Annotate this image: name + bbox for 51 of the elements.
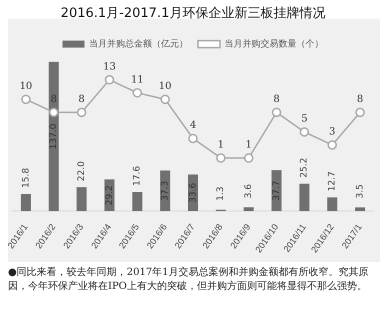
legend-label: 当月并购总金额（亿元） [89, 38, 188, 49]
point [300, 127, 310, 137]
data-label: 8 [356, 94, 364, 105]
point [327, 140, 337, 150]
data-label: 33.6 [188, 182, 198, 203]
data-label: 4 [190, 120, 196, 132]
legend-label: 当月并购交易数量（个） [224, 38, 324, 49]
point [21, 94, 31, 104]
data-label: 3.5 [355, 184, 366, 199]
data-label: 1 [246, 140, 252, 151]
data-label: 15.8 [21, 168, 32, 188]
bar [76, 187, 87, 212]
data-label: 10 [20, 80, 32, 92]
data-label: 3.6 [244, 184, 254, 198]
data-label: 17.6 [132, 166, 143, 186]
data-label: 8 [50, 94, 57, 105]
bar [355, 207, 366, 212]
data-label: 8 [78, 94, 85, 105]
bar [327, 197, 338, 212]
bar [244, 207, 254, 212]
chart-title: 2016.1月-2017.1月环保企业新三板挂牌情况 [60, 6, 326, 22]
point [49, 108, 59, 118]
data-label: 1.3 [216, 186, 226, 201]
point [104, 75, 114, 85]
data-label: 22.0 [76, 160, 87, 182]
text: ●同比来看，较去年同期，2017年1月交易总案例和并购金额都有所收窄。究其原因，今年环保产业将在IPO上有大的突破，但并购方面则可能将显得不那么强势。 [8, 266, 370, 294]
data-label: 37.3 [160, 180, 170, 201]
point [132, 88, 142, 98]
bar [132, 192, 142, 212]
point [160, 94, 170, 104]
data-label: 1 [218, 140, 224, 151]
point [76, 108, 86, 118]
point [188, 134, 198, 144]
data-label: 37.7 [272, 180, 282, 201]
data-label: 5 [301, 114, 308, 125]
data-label: 137.0 [49, 123, 60, 150]
point [216, 153, 226, 163]
data-label: 8 [273, 94, 280, 105]
bar [20, 194, 31, 212]
data-label: 11 [130, 74, 144, 86]
data-label: 25.2 [300, 158, 310, 178]
bar [299, 184, 310, 212]
data-label: 13 [103, 61, 116, 72]
point [355, 108, 365, 118]
point [272, 108, 282, 118]
data-label: 10 [158, 80, 172, 92]
data-label: 12.7 [328, 171, 338, 192]
point [244, 153, 254, 163]
data-label: 3 [329, 126, 336, 138]
data-label: 29.2 [104, 185, 115, 206]
bar [48, 62, 59, 212]
